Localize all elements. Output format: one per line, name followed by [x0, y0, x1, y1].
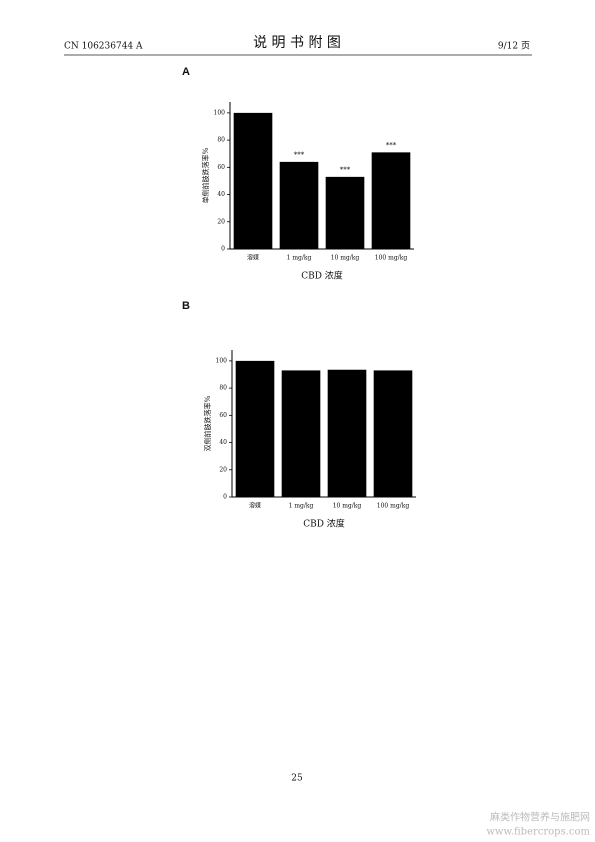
bar — [325, 176, 365, 249]
y-tick-label: 80 — [217, 137, 225, 144]
x-axis-label: CBD 浓度 — [303, 518, 345, 530]
significance-label: *** — [340, 166, 351, 174]
watermark-url: www.fibercrops.com — [486, 827, 590, 838]
header-page: 9/12 页 — [498, 41, 530, 52]
x-tick-label: 100 mg/kg — [377, 503, 410, 510]
y-tick-label: 60 — [217, 164, 225, 171]
panel-label: B — [182, 300, 190, 312]
y-tick-label: 0 — [221, 246, 225, 253]
x-tick-label: 10 mg/kg — [331, 255, 360, 262]
x-tick-label: 10 mg/kg — [333, 503, 362, 510]
y-tick-label: 0 — [223, 494, 227, 501]
y-tick-label: 40 — [219, 439, 227, 446]
header-title: 说 明 书 附 图 — [253, 35, 341, 51]
y-tick-label: 40 — [217, 191, 225, 198]
y-tick-label: 80 — [219, 385, 227, 392]
y-tick-label: 100 — [214, 109, 226, 116]
bar — [373, 370, 413, 497]
y-axis-label: 双侧前肢跌落率% — [203, 395, 212, 451]
bar — [281, 370, 321, 497]
x-tick-label: 溶媒 — [247, 254, 259, 262]
bar — [279, 161, 319, 249]
significance-label: *** — [294, 151, 305, 159]
significance-label: *** — [386, 141, 397, 149]
patent-number: CN 106236744 A — [64, 42, 143, 52]
x-tick-label: 溶媒 — [249, 502, 261, 510]
footer-page: 25 — [291, 774, 303, 784]
bar — [327, 369, 367, 497]
y-tick-label: 100 — [216, 357, 228, 364]
bar — [233, 112, 273, 249]
y-axis-label: 单侧前肢跌落率% — [201, 147, 210, 203]
y-tick-label: 20 — [217, 218, 225, 225]
bar — [235, 360, 275, 497]
x-axis-label: CBD 浓度 — [301, 270, 343, 282]
x-tick-label: 1 mg/kg — [289, 503, 314, 510]
y-tick-label: 20 — [219, 466, 227, 473]
panel-label: A — [182, 66, 190, 78]
watermark-site: 麻类作物营养与施肥网 — [490, 811, 590, 824]
x-tick-label: 100 mg/kg — [375, 255, 408, 262]
x-tick-label: 1 mg/kg — [287, 255, 312, 262]
bar — [371, 152, 411, 249]
y-tick-label: 60 — [219, 412, 227, 419]
